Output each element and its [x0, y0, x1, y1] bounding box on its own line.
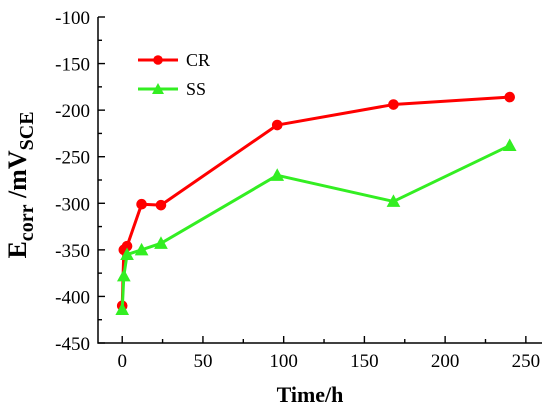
y-tick-label: -150 — [55, 55, 90, 76]
y-axis-title: Ecorr /mVSCE — [3, 111, 38, 258]
data-point-cr — [271, 119, 283, 131]
data-point-cr — [504, 91, 516, 103]
y-tick-label: -250 — [55, 148, 90, 169]
y-tick-label: -400 — [55, 287, 90, 308]
y-tick-label: -300 — [55, 194, 90, 215]
data-point-cr — [136, 198, 147, 210]
x-tick-label: 0 — [117, 351, 127, 372]
data-point-ss — [115, 302, 130, 315]
y-tick-label: -100 — [55, 8, 90, 29]
data-point-ss — [154, 236, 168, 249]
x-tick-label: 250 — [512, 351, 541, 372]
data-point-cr — [155, 199, 167, 211]
legend-label-ss: SS — [186, 79, 206, 99]
series-line-cr — [120, 95, 512, 308]
legend-label-cr: CR — [186, 50, 210, 70]
ticks-layer: -450 -400 -350 -300 -250 -200 -150 -100 0 50 100 15… — [55, 8, 540, 372]
x-tick-label: 50 — [193, 351, 212, 372]
legend-marker-ss — [152, 83, 164, 94]
data-point-ss — [116, 268, 131, 282]
x-axis-title: Time/h — [277, 382, 344, 407]
data-point-cr — [388, 99, 399, 110]
data-point-ss — [386, 194, 401, 207]
data-point-ss — [270, 168, 285, 181]
series-cr — [116, 91, 516, 312]
x-tick-label: 200 — [431, 351, 460, 372]
x-tick-label: 150 — [350, 351, 379, 372]
y-axis-title-base: E — [3, 241, 32, 258]
data-point-ss — [120, 247, 134, 261]
y-tick-label: -450 — [55, 334, 90, 355]
series-ss — [115, 138, 517, 315]
y-axis-title-subscript: corr — [16, 204, 38, 241]
y-tick-label: -200 — [55, 101, 90, 122]
y-tick-label: -350 — [55, 241, 90, 262]
y-axis-title-unit-subscript: SCE — [16, 111, 38, 150]
legend-marker-cr — [153, 55, 163, 65]
series-layer — [115, 91, 517, 315]
data-point-ss — [502, 138, 517, 152]
axes-layer — [97, 17, 542, 344]
legend: CR SS — [138, 50, 210, 99]
y-axis-title-unit: /mV — [3, 150, 32, 204]
series-line-ss — [120, 144, 512, 311]
data-point-ss — [134, 242, 149, 256]
x-tick-label: 100 — [269, 351, 298, 372]
axes-frame — [97, 17, 542, 344]
